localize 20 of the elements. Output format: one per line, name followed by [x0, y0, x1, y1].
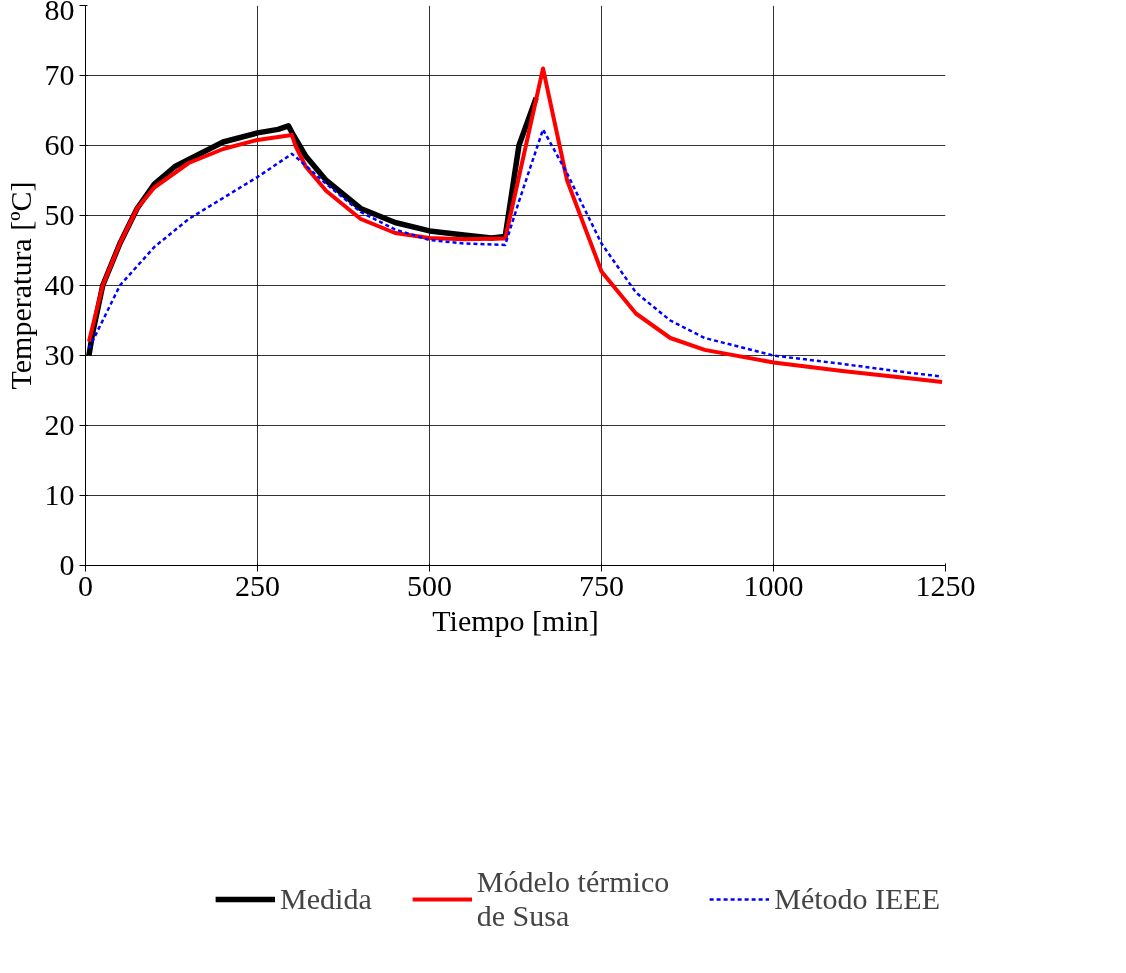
x-tick-label: 750	[579, 568, 624, 602]
y-tick-label: 70	[44, 58, 75, 91]
y-tick-label: 60	[44, 128, 75, 161]
line-series	[86, 66, 945, 385]
y-tick-label: 50	[44, 198, 75, 231]
y-tick-label: 40	[44, 268, 75, 301]
legend-label: Medida	[280, 882, 372, 916]
legend-label: Método IEEE	[774, 882, 940, 916]
x-tick-label: 1250	[915, 568, 976, 602]
x-axis-title: Tiempo [min]	[432, 603, 599, 637]
x-tick-label: 250	[235, 568, 280, 602]
y-tick-label: 30	[44, 338, 75, 371]
y-tick-label: 0	[59, 548, 75, 581]
y-axis-title: Temperatura [ºC]	[3, 181, 37, 390]
y-tick-label: 10	[44, 478, 75, 511]
x-tick-label: 500	[407, 568, 452, 602]
x-tick-label: 1000	[743, 568, 804, 602]
y-tick-label: 80	[44, 0, 75, 26]
y-tick-label: 20	[44, 408, 75, 441]
legend-label: Módelo térmico de Susa	[476, 865, 670, 933]
